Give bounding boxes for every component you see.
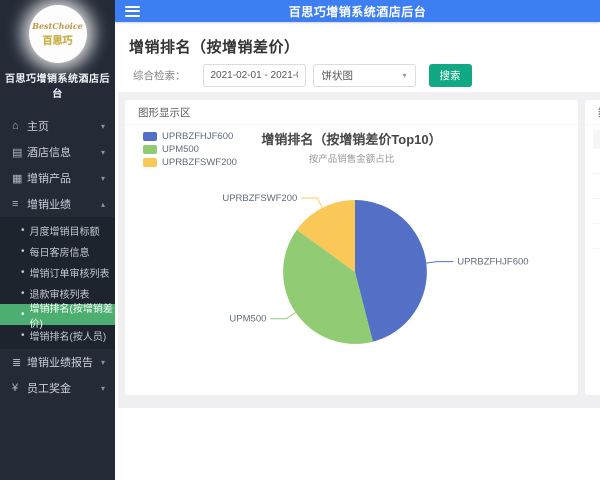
upsell-product-icon: ▦: [12, 172, 23, 185]
submenu-item-label: 月度增销目标额: [29, 227, 100, 238]
sidebar-subitem-ranking-by-staff[interactable]: • 增销排名(按人员): [0, 325, 115, 346]
sidebar: BestChoice 百思巧 百思巧增销系统酒店后台 ⌂ 主页 ▾ ▤ 酒店信息…: [0, 0, 115, 480]
pie-label-line: [270, 312, 296, 320]
chevron-up-icon: ▴: [100, 199, 105, 209]
bullet-icon: •: [21, 309, 25, 320]
bullet-icon: •: [21, 267, 25, 278]
pie-slice-label: UPRBZFSWF200: [222, 193, 297, 204]
legend-label: UPRBZFHJF600: [162, 131, 234, 142]
legend-swatch-icon: [143, 158, 157, 167]
sidebar-item-home[interactable]: ⌂ 主页 ▾: [0, 113, 115, 139]
sidebar-item-upsell-performance[interactable]: ≡ 增销业绩 ▴: [0, 191, 115, 217]
pie-slice-UPM500[interactable]: [283, 229, 373, 344]
chevron-down-icon: ▾: [100, 173, 105, 183]
legend-label: UPRBZFSWF200: [162, 157, 237, 168]
legend-swatch-icon: [143, 132, 157, 141]
search-button[interactable]: 搜索: [428, 63, 472, 87]
submenu-item-label: 退款审核列表: [29, 290, 90, 301]
logo-circle: BestChoice 百思巧: [28, 5, 87, 63]
pie-slice-label: UPM500: [229, 314, 266, 325]
data-card-title: 数据显示区: [585, 100, 600, 125]
sidebar-subitem-monthly-target[interactable]: • 月度增销目标额: [0, 220, 115, 241]
chevron-down-icon: ▾: [100, 121, 105, 131]
legend-swatch-icon: [143, 145, 157, 154]
pie-slice-UPRBZFHJF600[interactable]: [355, 200, 427, 342]
header-title: 百思巧增销系统酒店后台: [288, 4, 427, 19]
pie-slice-label: UPRBZFHJF600: [457, 257, 528, 268]
table-row: [593, 149, 600, 174]
logo-brand-text: BestChoice: [32, 21, 83, 31]
home-icon: ⌂: [12, 120, 19, 132]
sidebar-subitem-order-review-list[interactable]: • 增销订单审核列表: [0, 262, 115, 283]
chart-type-selected-value: 饼状图: [321, 69, 354, 82]
sidebar-item-staff-bonus[interactable]: ¥ 员工奖金 ▾: [0, 375, 115, 401]
data-display-card: 数据显示区: [585, 100, 600, 395]
legend-item[interactable]: UPM500: [143, 144, 237, 155]
sidebar-item-label: 增销业绩: [27, 199, 71, 211]
sidebar-item-label: 员工奖金: [27, 383, 71, 395]
bullet-icon: •: [21, 288, 25, 299]
legend-item[interactable]: UPRBZFSWF200: [143, 157, 237, 168]
submenu-item-label: 每日客房信息: [29, 248, 90, 259]
sidebar-item-performance-report[interactable]: ≣ 增销业绩报告 ▾: [0, 349, 115, 375]
content-panel: 图形显示区 UPRBZFHJF600 UPM500 UPRBZFSWF200 UPR…: [118, 92, 600, 408]
page-title: 增销排名（按增销差价）: [129, 39, 300, 56]
sidebar-item-upsell-product[interactable]: ▦ 增销产品 ▾: [0, 165, 115, 191]
table-row: [593, 199, 600, 224]
performance-report-icon: ≣: [12, 356, 22, 369]
logo-cn-text: 百思巧: [42, 36, 73, 47]
table-row: [593, 174, 600, 199]
date-range-input[interactable]: [202, 63, 306, 87]
sidebar-item-label: 增销业绩报告: [27, 357, 93, 369]
bullet-icon: •: [21, 225, 25, 236]
chevron-down-icon: ▾: [100, 357, 105, 367]
sidebar-item-hotel-info[interactable]: ▤ 酒店信息 ▾: [0, 139, 115, 165]
sidebar-item-label: 主页: [27, 121, 49, 133]
app-logo: BestChoice 百思巧: [0, 0, 115, 63]
staff-bonus-icon: ¥: [12, 382, 19, 394]
pie-slice-UPRBZFSWF200[interactable]: [296, 200, 355, 272]
data-table-header: [593, 130, 600, 149]
chart-card-title: 图形显示区: [125, 100, 578, 125]
sidebar-item-label: 酒店信息: [27, 147, 71, 159]
hotel-info-icon: ▤: [12, 146, 23, 159]
upsell-performance-icon: ≡: [12, 198, 19, 210]
bullet-icon: •: [21, 246, 25, 257]
chevron-down-icon: ▾: [100, 147, 105, 157]
bullet-icon: •: [21, 330, 25, 341]
legend-item[interactable]: UPRBZFHJF600: [143, 131, 237, 142]
legend-label: UPM500: [162, 144, 199, 155]
chart-type-select[interactable]: 饼状图 ▾: [312, 63, 416, 87]
data-table: [593, 130, 600, 249]
sidebar-menu: ⌂ 主页 ▾ ▤ 酒店信息 ▾ ▦ 增销产品 ▾ ≡ 增销业绩 ▴ • 月度增销…: [0, 113, 115, 401]
filter-bar: 综合检索： 饼状图 ▾ 搜索: [133, 63, 472, 87]
search-filter-label: 综合检索：: [133, 69, 186, 82]
chart-legend: UPRBZFHJF600 UPM500 UPRBZFSWF200: [143, 131, 237, 171]
pie-label-line: [301, 197, 323, 209]
submenu-item-label: 增销排名(按增销差价): [29, 303, 113, 330]
sidebar-item-label: 增销产品: [27, 173, 71, 185]
sidebar-subitem-ranking-by-price-diff[interactable]: • 增销排名(按增销差价): [0, 304, 115, 330]
sidebar-subtitle: 百思巧增销系统酒店后台: [5, 74, 110, 100]
pie-label-line: [426, 261, 454, 264]
submenu-item-label: 增销订单审核列表: [29, 269, 110, 280]
pie-chart-svg[interactable]: UPRBZFHJF600 UPM500 UPRBZFSWF200: [125, 100, 578, 395]
sidebar-subitem-daily-room-info[interactable]: • 每日客房信息: [0, 241, 115, 262]
top-header: 百思巧增销系统酒店后台: [115, 0, 600, 22]
sidebar-subitem-refund-review-list[interactable]: • 退款审核列表: [0, 283, 115, 304]
menu-toggle-button[interactable]: [125, 5, 140, 17]
chevron-down-icon: ▾: [100, 383, 105, 393]
submenu-item-label: 增销排名(按人员): [29, 332, 107, 343]
chart-display-card: 图形显示区 UPRBZFHJF600 UPM500 UPRBZFSWF200 UPR…: [125, 100, 578, 395]
chevron-down-icon: ▾: [402, 70, 407, 80]
table-row: [593, 224, 600, 249]
upsell-performance-submenu: • 月度增销目标额 • 每日客房信息 • 增销订单审核列表 • 退款审核列表 •…: [0, 217, 115, 349]
